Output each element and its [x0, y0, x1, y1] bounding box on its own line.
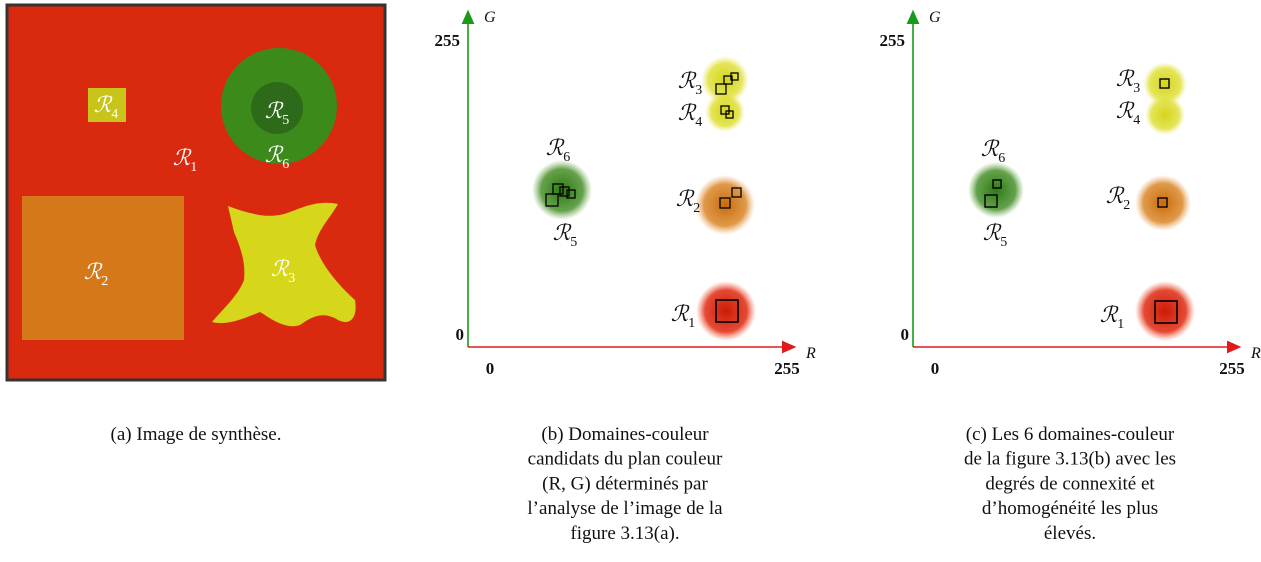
region-index: 2	[101, 274, 108, 289]
region-index: 3	[1133, 81, 1140, 96]
region-symbol: ℛ	[1106, 183, 1125, 208]
region-label: ℛ4	[94, 92, 119, 122]
x-tick-label: 255	[774, 359, 800, 378]
region-index: 4	[111, 107, 118, 122]
region-symbol: ℛ	[676, 186, 695, 211]
region-label: ℛ5	[265, 98, 290, 128]
color-clouds-b	[532, 56, 756, 341]
region-symbol: ℛ	[671, 301, 690, 326]
region-index: 2	[1123, 198, 1130, 213]
region-symbol: ℛ	[84, 259, 103, 284]
color-clouds-c	[968, 62, 1195, 341]
region-symbol: ℛ	[1100, 302, 1119, 327]
region-label: ℛ1	[671, 301, 696, 331]
y-axis-label: G	[484, 9, 496, 26]
axes	[461, 9, 1242, 354]
region-symbol: ℛ	[173, 145, 192, 170]
region-label: ℛ2	[676, 186, 701, 216]
region-symbol: ℛ	[94, 92, 113, 117]
region-label: ℛ6	[981, 136, 1006, 166]
region-index: 6	[563, 150, 570, 165]
synthetic-image	[5, 3, 387, 382]
caption-line: candidats du plan couleur	[528, 449, 723, 470]
region-index: 5	[570, 235, 577, 250]
region-label: ℛ3	[1116, 66, 1141, 96]
region-index: 1	[190, 160, 197, 175]
region-index: 1	[1117, 317, 1124, 332]
region-symbol: ℛ	[983, 220, 1002, 245]
region-index: 1	[688, 316, 695, 331]
caption-line: (b) Domaines-couleur	[541, 424, 709, 445]
y-tick-label: 255	[880, 31, 906, 50]
region-index: 4	[1133, 113, 1140, 128]
region-symbol: ℛ	[1116, 98, 1135, 123]
region-label: ℛ5	[983, 220, 1008, 250]
y-tick-label: 0	[456, 325, 465, 344]
region-symbol: ℛ	[678, 68, 697, 93]
x-tick-label: 0	[486, 359, 495, 378]
x-tick-label: 0	[931, 359, 940, 378]
region-symbol: ℛ	[546, 135, 565, 160]
region-index: 6	[998, 151, 1005, 166]
region-index: 4	[695, 115, 702, 130]
region-index: 5	[282, 113, 289, 128]
region-index: 3	[695, 83, 702, 98]
y-axis-label: G	[929, 9, 941, 26]
caption-line: degrés de connexité et	[985, 473, 1155, 494]
region-index: 5	[1000, 235, 1007, 250]
caption-line: (a) Image de synthèse.	[111, 424, 282, 445]
caption-line: élevés.	[1044, 523, 1096, 544]
region-symbol: ℛ	[678, 100, 697, 125]
region-label: ℛ3	[271, 256, 296, 286]
region-label: ℛ4	[678, 100, 703, 130]
caption-line: (c) Les 6 domaines-couleur	[966, 424, 1175, 445]
x-axis-label: R	[1250, 345, 1261, 362]
caption-line: (R, G) déterminés par	[542, 473, 708, 494]
region-label: ℛ3	[678, 68, 703, 98]
region-index: 6	[282, 157, 289, 172]
region-symbol: ℛ	[271, 256, 290, 281]
region-symbol: ℛ	[553, 220, 572, 245]
region-index: 3	[288, 271, 295, 286]
caption-line: figure 3.13(a).	[570, 523, 679, 544]
region-label: ℛ2	[1106, 183, 1131, 213]
region-label: ℛ1	[1100, 302, 1125, 332]
caption-line: d’homogénéité les plus	[982, 498, 1158, 519]
y-tick-label: 0	[901, 325, 910, 344]
x-axis-label: R	[805, 345, 816, 362]
x-tick-label: 255	[1219, 359, 1245, 378]
region-label: ℛ5	[553, 220, 578, 250]
y-tick-label: 255	[435, 31, 461, 50]
region-label: ℛ2	[84, 259, 109, 289]
caption-line: de la figure 3.13(b) avec les	[964, 449, 1176, 470]
region-symbol: ℛ	[265, 142, 284, 167]
region-symbol: ℛ	[1116, 66, 1135, 91]
caption-line: l’analyse de l’image de la	[527, 498, 723, 519]
region-symbol: ℛ	[265, 98, 284, 123]
region-index: 2	[693, 201, 700, 216]
region-label: ℛ6	[265, 142, 290, 172]
region-label: ℛ1	[173, 145, 198, 175]
region-symbol: ℛ	[981, 136, 1000, 161]
region-label: ℛ6	[546, 135, 571, 165]
region-label: ℛ4	[1116, 98, 1141, 128]
